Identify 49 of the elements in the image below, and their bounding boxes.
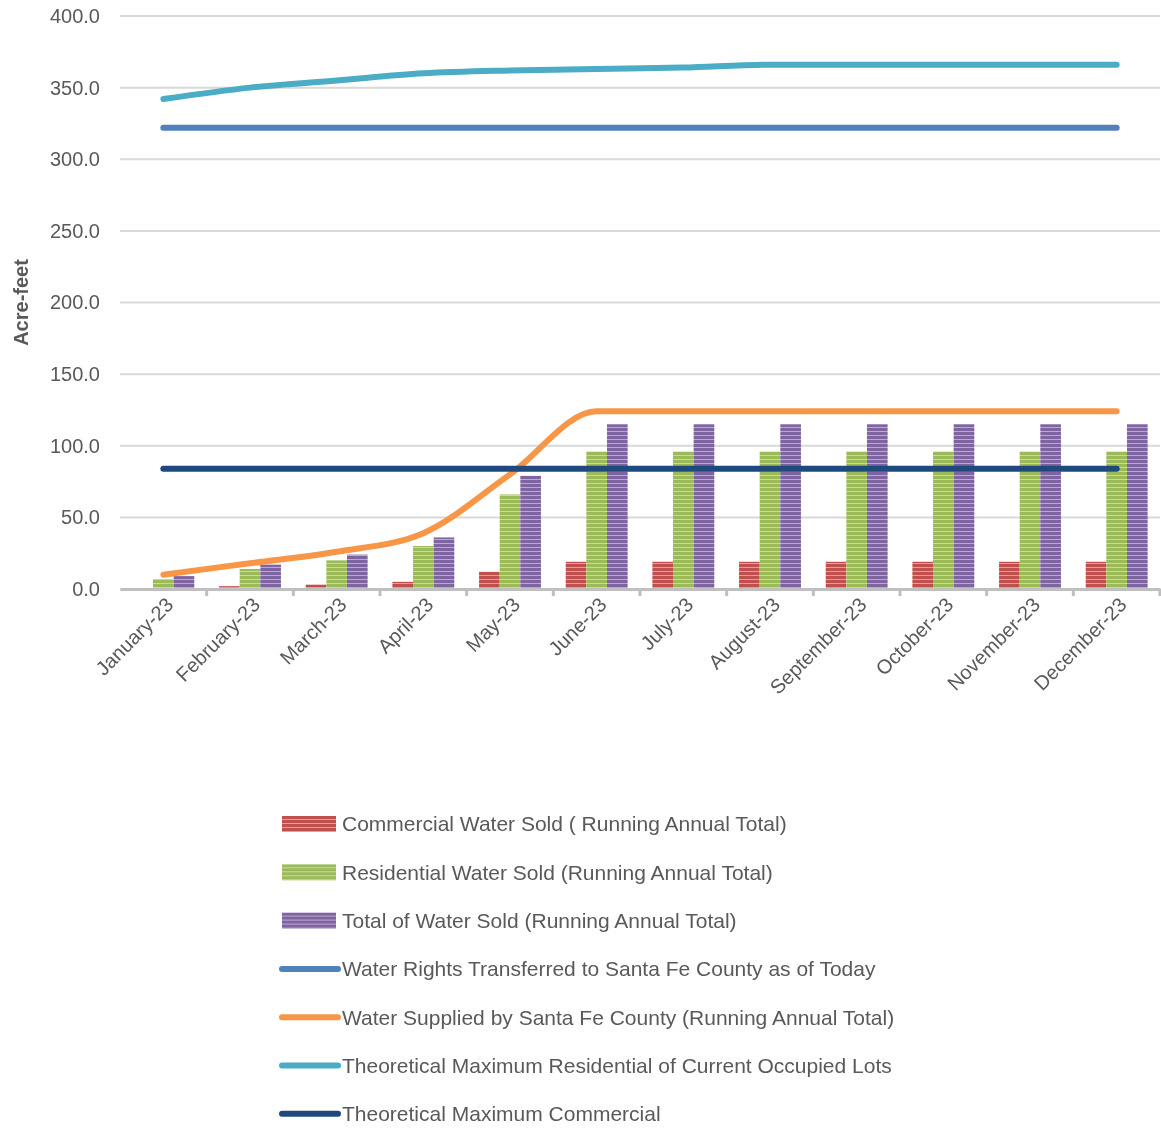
y-tick-label: 50.0 xyxy=(61,506,100,529)
bar xyxy=(606,424,628,589)
legend-label: Total of Water Sold (Running Annual Total) xyxy=(342,908,737,932)
y-tick-label: 0.0 xyxy=(72,577,100,600)
legend-label: Water Rights Transferred to Santa Fe County as of Today xyxy=(342,957,876,981)
bar xyxy=(912,561,934,589)
bar xyxy=(479,571,500,589)
bar xyxy=(1040,424,1061,589)
legend-label: Water Supplied by Santa Fe County (Running Annual Total) xyxy=(342,1005,895,1029)
legend-label: Theoretical Maximum Residential of Current Occupied Lots xyxy=(342,1053,892,1077)
bar xyxy=(673,451,694,589)
bar xyxy=(866,424,888,589)
legend-label: Theoretical Maximum Commercial xyxy=(342,1102,661,1126)
y-tick-label: 400.0 xyxy=(49,4,100,27)
y-tick-label: 150.0 xyxy=(49,363,100,386)
bar xyxy=(739,561,760,589)
bar xyxy=(520,475,541,589)
bar xyxy=(780,424,801,589)
bar xyxy=(846,451,867,589)
bar xyxy=(825,561,847,589)
y-axis-title: Acre-feet xyxy=(10,258,32,346)
bar xyxy=(565,561,587,589)
bar xyxy=(239,568,261,589)
bar xyxy=(1126,424,1148,589)
y-tick-label: 100.0 xyxy=(49,434,100,457)
bar xyxy=(1085,561,1107,589)
bar xyxy=(499,494,521,589)
bar xyxy=(1106,451,1127,589)
bar xyxy=(260,564,281,589)
bar xyxy=(413,546,434,589)
bar xyxy=(652,561,674,589)
bar xyxy=(586,451,607,589)
bar xyxy=(153,578,174,589)
y-tick-label: 350.0 xyxy=(49,76,100,99)
bar xyxy=(759,451,781,589)
bar xyxy=(999,561,1020,589)
legend-label: Commercial Water Sold ( Running Annual Total) xyxy=(342,812,787,836)
y-tick-label: 200.0 xyxy=(49,291,100,314)
legend-label: Residential Water Sold (Running Annual Total) xyxy=(342,860,773,884)
bar xyxy=(326,560,347,589)
bar xyxy=(346,554,368,589)
y-tick-label: 250.0 xyxy=(49,219,100,242)
bar xyxy=(1019,451,1041,589)
bar xyxy=(953,424,975,589)
y-tick-label: 300.0 xyxy=(49,148,100,171)
bar xyxy=(693,424,715,589)
bar xyxy=(933,451,954,589)
bar xyxy=(433,537,455,589)
bar xyxy=(173,576,195,589)
